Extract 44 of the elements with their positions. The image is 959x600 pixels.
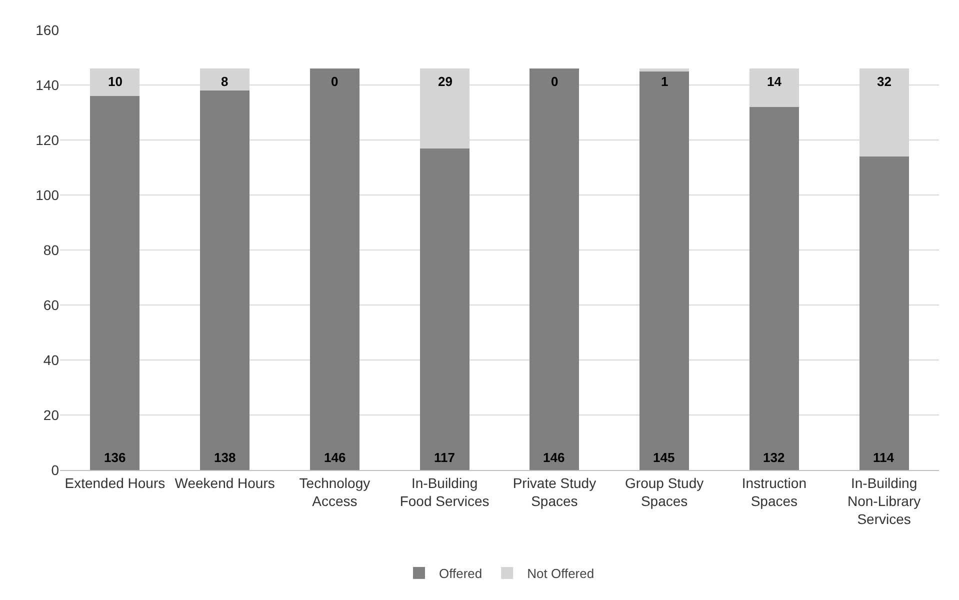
- data-label: 8: [221, 74, 228, 89]
- data-label: 114: [873, 450, 895, 465]
- y-tick-label: 80: [43, 242, 60, 258]
- y-tick-label: 140: [36, 76, 60, 93]
- x-tick-label: Weekend Hours: [174, 474, 275, 491]
- legend-label: Not Offered: [527, 566, 594, 582]
- x-tick-label: Extended Hours: [64, 474, 166, 491]
- x-tick-label: Private Study Spaces: [512, 474, 596, 509]
- legend-label: Offered: [439, 566, 482, 582]
- data-label: 10: [108, 74, 122, 89]
- y-tick-label: 0: [51, 462, 60, 478]
- bar: [530, 68, 580, 470]
- y-tick-label: 40: [43, 352, 60, 368]
- x-tick-label: In-Building Non-Library Services: [847, 474, 921, 528]
- bar: [749, 107, 799, 470]
- data-label: 0: [331, 74, 338, 89]
- bar: [859, 156, 909, 470]
- x-tick-label: In-Building Food Services: [400, 474, 490, 509]
- bar: [420, 148, 470, 470]
- y-tick-label: 120: [36, 132, 60, 148]
- bar: [200, 90, 250, 470]
- x-tick-label: Instruction Spaces: [742, 474, 806, 509]
- data-label: 14: [767, 74, 782, 89]
- y-tick-label: 20: [43, 406, 60, 423]
- data-label: 29: [438, 74, 452, 89]
- y-tick-label: 100: [36, 186, 60, 203]
- y-tick-label: 60: [43, 296, 60, 313]
- bar: [640, 71, 690, 470]
- y-tick-label: 160: [36, 22, 60, 38]
- data-label: 32: [877, 74, 892, 89]
- bar: [640, 68, 690, 72]
- data-label: 146: [543, 450, 565, 465]
- data-label: 146: [324, 450, 346, 465]
- data-label: 138: [214, 450, 236, 465]
- data-label: 1: [661, 74, 668, 89]
- data-label: 132: [763, 450, 785, 465]
- bar: [310, 68, 360, 470]
- bar: [90, 96, 140, 470]
- x-tick-label: Group Study Spaces: [625, 474, 704, 509]
- data-label: 136: [104, 450, 126, 465]
- data-label: 117: [434, 450, 455, 465]
- data-label: 0: [551, 74, 558, 89]
- data-label: 145: [653, 450, 675, 465]
- x-tick-label: Technology Access: [299, 474, 370, 509]
